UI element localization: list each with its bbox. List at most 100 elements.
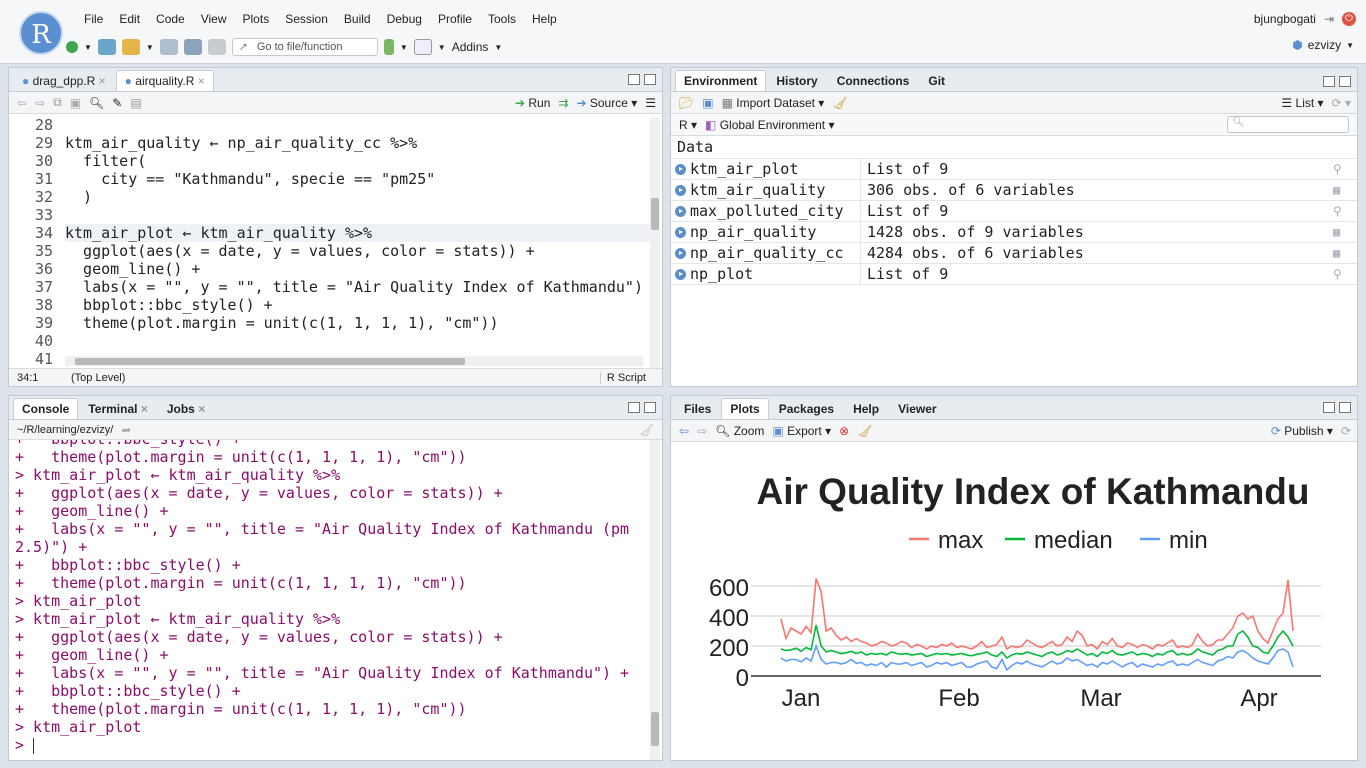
expand-icon[interactable] <box>675 226 686 238</box>
table-icon[interactable]: ▦ <box>1333 246 1341 260</box>
source-button[interactable]: ➔ Source ▾ <box>576 95 638 110</box>
close-icon[interactable]: × <box>197 74 205 88</box>
publish-button[interactable]: ⟳ Publish ▾ <box>1270 423 1333 438</box>
close-icon[interactable]: × <box>198 402 206 416</box>
chevron-down-icon[interactable]: ▼ <box>399 42 408 52</box>
refresh-icon[interactable]: ⟳ <box>1340 423 1351 438</box>
compile-report-icon[interactable]: ▤ <box>130 95 142 110</box>
zoom-button[interactable]: 🔍︎ Zoom <box>715 424 764 438</box>
wand-icon[interactable]: ✎ <box>112 95 123 110</box>
menu-plots[interactable]: Plots <box>242 12 270 26</box>
save-workspace-icon[interactable]: ▣ <box>702 95 714 110</box>
tab-packages[interactable]: Packages <box>778 402 835 416</box>
new-project-icon[interactable] <box>97 39 116 55</box>
outline-icon[interactable]: ☰ <box>645 95 656 110</box>
tab-airquality[interactable]: ● airquality.R × <box>115 70 214 91</box>
minimize-icon[interactable] <box>628 402 640 413</box>
back-icon[interactable]: ⇦ <box>17 95 28 110</box>
chevron-down-icon[interactable]: ▼ <box>494 42 503 52</box>
clear-console-icon[interactable]: 🧹︎ <box>638 422 654 437</box>
tab-drag-dpp[interactable]: ● drag_dpp.R × <box>22 74 106 88</box>
tab-git[interactable]: Git <box>928 74 946 88</box>
tab-environment[interactable]: Environment <box>675 70 767 91</box>
search-icon[interactable]: ⚲ <box>1333 162 1342 176</box>
tab-terminal[interactable]: Terminal × <box>79 398 156 419</box>
env-row[interactable]: ktm_air_plot List of 9 ⚲ <box>671 158 1357 180</box>
show-in-window-icon[interactable]: ⧉ <box>53 95 62 109</box>
env-row[interactable]: np_air_quality_cc 4284 obs. of 6 variable… <box>671 242 1357 264</box>
env-row[interactable]: np_air_quality 1428 obs. of 9 variables ▦ <box>671 221 1357 243</box>
menu-tools[interactable]: Tools <box>487 12 516 26</box>
broom-icon[interactable]: 🧹︎ <box>832 95 848 110</box>
expand-icon[interactable] <box>675 163 686 175</box>
project-menu[interactable]: ⬢ ezvizy ▼ <box>1292 38 1354 52</box>
tab-viewer[interactable]: Viewer <box>898 402 937 416</box>
menu-code[interactable]: Code <box>156 12 185 26</box>
expand-icon[interactable] <box>675 184 686 196</box>
list-view-selector[interactable]: ☰ List ▾ <box>1281 95 1324 110</box>
close-icon[interactable]: × <box>140 402 148 416</box>
maximize-icon[interactable] <box>1339 402 1351 413</box>
filetype-selector[interactable]: R Script <box>599 371 662 384</box>
remove-plot-icon[interactable]: ⊗ <box>839 423 850 438</box>
tab-connections[interactable]: Connections <box>836 74 910 88</box>
env-row[interactable]: max_polluted_city List of 9 ⚲ <box>671 200 1357 222</box>
vertical-scrollbar[interactable] <box>650 118 660 368</box>
load-workspace-icon[interactable]: 📂︎ <box>679 95 695 110</box>
layout-grid-icon[interactable] <box>413 39 432 55</box>
next-plot-icon[interactable]: ⇨ <box>697 423 708 438</box>
export-button[interactable]: ▣ Export ▾ <box>772 423 832 438</box>
forward-icon[interactable]: ⇨ <box>35 95 46 110</box>
goto-dir-icon[interactable]: ➦ <box>121 422 132 437</box>
language-selector[interactable]: R ▾ <box>679 117 698 132</box>
chevron-down-icon[interactable]: ▼ <box>437 42 446 52</box>
search-icon[interactable]: 🔍︎ <box>89 95 105 110</box>
scope-selector[interactable]: (Top Level) <box>71 371 126 384</box>
expand-icon[interactable] <box>675 247 686 259</box>
rerun-icon[interactable]: ⇉ <box>558 95 569 110</box>
power-icon[interactable]: ⏻ <box>1342 12 1356 26</box>
minimize-icon[interactable] <box>1323 76 1335 87</box>
import-dataset-button[interactable]: ▦ Import Dataset ▾ <box>721 95 825 110</box>
table-icon[interactable]: ▦ <box>1333 183 1341 197</box>
console-output[interactable]: + bbplot::bbc_style() ++ theme(plot.marg… <box>9 440 649 760</box>
env-row[interactable]: ktm_air_quality 306 obs. of 6 variables ▦ <box>671 179 1357 201</box>
tab-help[interactable]: Help <box>853 402 880 416</box>
menu-edit[interactable]: Edit <box>119 12 141 26</box>
menu-profile[interactable]: Profile <box>437 12 472 26</box>
open-file-icon[interactable] <box>121 39 140 55</box>
chevron-down-icon[interactable]: ▼ <box>145 42 154 52</box>
refresh-icon[interactable]: ⟳ ▾ <box>1331 95 1351 110</box>
minimize-icon[interactable] <box>628 74 640 85</box>
scope-selector[interactable]: ◧ Global Environment ▾ <box>705 117 835 132</box>
menu-build[interactable]: Build <box>343 12 371 26</box>
env-search-input[interactable]: 🔍︎ <box>1227 116 1349 133</box>
previous-plot-icon[interactable]: ⇦ <box>679 423 690 438</box>
table-icon[interactable]: ▦ <box>1333 225 1341 239</box>
maximize-icon[interactable] <box>644 74 656 85</box>
expand-icon[interactable] <box>675 205 686 217</box>
signout-icon[interactable]: ⇥ <box>1323 12 1334 26</box>
console-scrollbar[interactable] <box>650 440 660 760</box>
close-icon[interactable]: × <box>98 74 106 88</box>
tab-history[interactable]: History <box>776 74 818 88</box>
maximize-icon[interactable] <box>1339 76 1351 87</box>
minimize-icon[interactable] <box>1323 402 1335 413</box>
goto-file-input[interactable]: Go to file/function <box>231 38 378 56</box>
addins-menu[interactable]: Addins <box>451 40 489 54</box>
horizontal-scrollbar[interactable] <box>65 356 643 366</box>
save-icon[interactable]: ▣ <box>69 95 82 110</box>
print-icon[interactable] <box>207 39 226 55</box>
maximize-icon[interactable] <box>644 402 656 413</box>
vcs-icon[interactable] <box>383 39 394 55</box>
chevron-down-icon[interactable]: ▼ <box>84 42 92 52</box>
tab-console[interactable]: Console <box>13 398 79 419</box>
search-icon[interactable]: ⚲ <box>1333 204 1342 218</box>
menu-help[interactable]: Help <box>532 12 557 26</box>
menu-file[interactable]: File <box>84 12 104 26</box>
search-icon[interactable]: ⚲ <box>1333 267 1342 281</box>
menu-session[interactable]: Session <box>285 12 328 26</box>
expand-icon[interactable] <box>675 268 686 280</box>
tab-plots[interactable]: Plots <box>721 398 769 419</box>
new-file-icon[interactable] <box>66 41 78 53</box>
